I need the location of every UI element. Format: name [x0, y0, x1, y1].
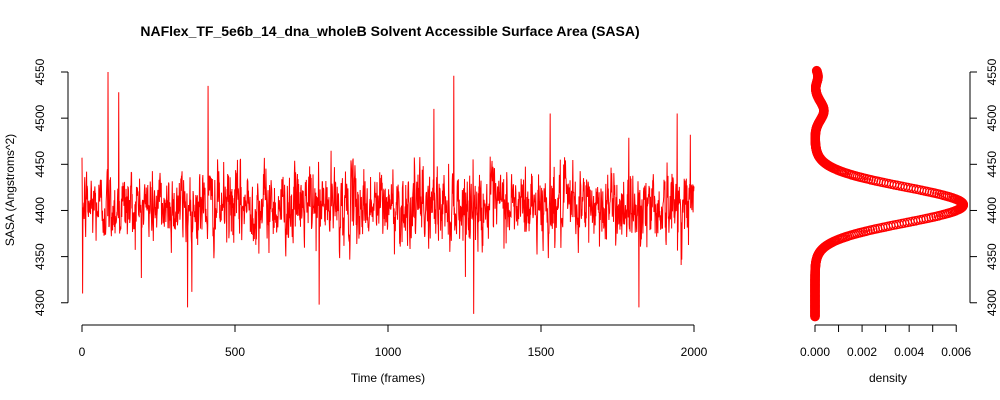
- time-series-panel: 0 500 1000 1500 2000 4300 4350 4400 4450 4500 455…: [3, 58, 708, 385]
- density-y-tick-label: 4500: [985, 104, 999, 131]
- sasa-series-line: [81, 71, 695, 314]
- y-tick-label: 4450: [33, 151, 47, 178]
- density-y-tick-label: 4400: [985, 197, 999, 224]
- x-tick-label: 1000: [375, 345, 402, 359]
- x-tick-label: 1500: [528, 345, 555, 359]
- y-tick-label: 4300: [33, 289, 47, 316]
- x-tick-label: 2000: [681, 345, 708, 359]
- density-x-tick-label: 0.002: [847, 345, 877, 359]
- density-y-tick-label: 4550: [985, 58, 999, 85]
- density-x-axis-label: density: [869, 371, 907, 385]
- density-x-tick-label: 0.004: [894, 345, 924, 359]
- y-tick-label: 4400: [33, 197, 47, 224]
- density-points: [810, 65, 969, 322]
- density-y-tick-label: 4350: [985, 243, 999, 270]
- chart-title: NAFlex_TF_5e6b_14_dna_wholeB Solvent Acc…: [140, 23, 639, 39]
- y-tick-label: 4500: [33, 104, 47, 131]
- x-axis: 0 500 1000 1500 2000: [79, 324, 708, 359]
- y-tick-label: 4550: [33, 58, 47, 85]
- density-x-tick-label: 0.000: [800, 345, 830, 359]
- density-y-tick-label: 4300: [985, 289, 999, 316]
- x-axis-label: Time (frames): [351, 371, 425, 385]
- x-tick-label: 500: [225, 345, 245, 359]
- x-tick-label: 0: [79, 345, 86, 359]
- density-x-tick-label: 0.006: [941, 345, 971, 359]
- density-panel: 0.000 0.002 0.004 0.006 4300 4350 4400 4450 450…: [800, 58, 999, 385]
- density-x-axis: 0.000 0.002 0.004 0.006: [800, 324, 972, 359]
- y-axis: 4300 4350 4400 4450 4500 4550: [33, 58, 69, 316]
- density-y-tick-label: 4450: [985, 151, 999, 178]
- y-tick-label: 4350: [33, 243, 47, 270]
- y-axis-label: SASA (Angstroms^2): [3, 134, 17, 246]
- density-y-axis: 4300 4350 4400 4450 4500 4550: [969, 58, 999, 316]
- density-point: [811, 65, 822, 76]
